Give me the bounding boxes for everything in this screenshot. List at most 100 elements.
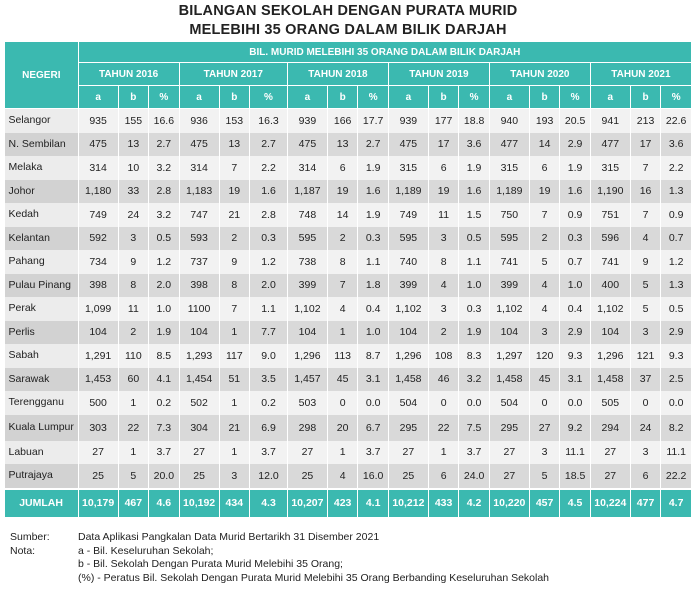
value-cell: 936 — [179, 108, 220, 133]
value-cell: 398 — [179, 273, 220, 297]
value-cell: 1,183 — [179, 179, 220, 203]
negeri-cell: Perlis — [4, 320, 79, 344]
value-cell: 3.2 — [148, 203, 180, 227]
total-value-cell: 4.5 — [559, 487, 591, 517]
value-cell: 3.6 — [458, 132, 490, 156]
value-cell: 21 — [219, 414, 251, 441]
nota-line: a - Bil. Keseluruhan Sekolah; — [78, 544, 214, 557]
value-cell: 108 — [428, 344, 460, 368]
negeri-cell: Kelantan — [4, 226, 79, 250]
total-value-cell: 477 — [630, 487, 662, 517]
value-cell: 3.1 — [357, 367, 389, 391]
value-cell: 7 — [219, 156, 251, 180]
value-cell: 1,453 — [78, 367, 119, 391]
value-cell: 5 — [529, 464, 561, 489]
total-row: JUMLAH 10,179 467 4.6 10,192 434 4.3 10,207 423 4… — [4, 487, 692, 517]
value-cell: 2 — [219, 226, 251, 250]
table-row: Kedah 749 24 3.2 747 21 2.8 748 14 1.9 749 11 1.5 750… — [4, 203, 692, 227]
value-cell: 19 — [428, 179, 460, 203]
value-cell: 2.7 — [357, 132, 389, 156]
value-cell: 593 — [179, 226, 220, 250]
value-cell: 1.6 — [458, 179, 490, 203]
value-cell: 1.0 — [559, 273, 591, 297]
value-cell: 19 — [327, 179, 359, 203]
value-cell: 9 — [118, 250, 150, 274]
value-cell: 4 — [529, 273, 561, 297]
value-cell: 27 — [489, 440, 530, 464]
header-sub-a: a — [488, 85, 530, 109]
value-cell: 17 — [630, 132, 662, 156]
value-cell: 1,458 — [489, 367, 530, 391]
value-cell: 3.7 — [148, 440, 180, 464]
value-cell: 0.3 — [559, 226, 591, 250]
value-cell: 1.9 — [559, 156, 591, 180]
value-cell: 1 — [219, 320, 251, 344]
value-cell: 3.7 — [249, 440, 288, 464]
value-cell: 17.7 — [357, 108, 389, 133]
value-cell: 20 — [327, 414, 359, 441]
value-cell: 475 — [179, 132, 220, 156]
value-cell: 0.0 — [458, 391, 490, 415]
table-row: Sarawak 1,453 60 4.1 1,454 51 3.5 1,457 45 3.1 1,4… — [4, 367, 692, 391]
value-cell: 595 — [287, 226, 328, 250]
value-cell: 27 — [179, 440, 220, 464]
notes-section: Sumber: Data Aplikasi Pangkalan Data Muri… — [10, 531, 549, 585]
total-value-cell: 4.6 — [148, 487, 180, 517]
value-cell: 8 — [327, 250, 359, 274]
value-cell: 504 — [388, 391, 429, 415]
value-cell: 13 — [118, 132, 150, 156]
value-cell: 295 — [489, 414, 530, 441]
value-cell: 1,180 — [78, 179, 119, 203]
negeri-cell: Selangor — [4, 108, 79, 133]
value-cell: 399 — [489, 273, 530, 297]
value-cell: 27 — [590, 440, 631, 464]
total-value-cell: 10,192 — [179, 487, 220, 517]
nota-label: Nota: — [10, 544, 36, 557]
value-cell: 9 — [219, 250, 251, 274]
value-cell: 314 — [179, 156, 220, 180]
value-cell: 8 — [219, 273, 251, 297]
header-sub-percent: % — [357, 85, 389, 109]
header-group: BIL. MURID MELEBIHI 35 ORANG DALAM BILIK… — [77, 41, 693, 63]
value-cell: 2.5 — [660, 367, 692, 391]
value-cell: 940 — [489, 108, 530, 133]
value-cell: 9 — [630, 250, 662, 274]
value-cell: 27 — [388, 440, 429, 464]
value-cell: 4 — [529, 297, 561, 321]
header-sub-a: a — [77, 85, 119, 109]
table-title-line-2: MELEBIHI 35 ORANG DALAM BILIK DARJAH — [189, 22, 507, 38]
value-cell: 315 — [590, 156, 631, 180]
negeri-cell: Kedah — [4, 203, 79, 227]
value-cell: 1,102 — [287, 297, 328, 321]
value-cell: 19 — [529, 179, 561, 203]
value-cell: 213 — [630, 108, 662, 133]
value-cell: 22 — [428, 414, 460, 441]
value-cell: 475 — [287, 132, 328, 156]
value-cell: 294 — [590, 414, 631, 441]
table-row: Labuan 27 1 3.7 27 1 3.7 27 1 3.7 27 1 3.7 27 3 11.1 27 3… — [4, 440, 692, 464]
value-cell: 0.9 — [559, 203, 591, 227]
value-cell: 400 — [590, 273, 631, 297]
value-cell: 0.3 — [458, 297, 490, 321]
value-cell: 11 — [428, 203, 460, 227]
value-cell: 314 — [78, 156, 119, 180]
value-cell: 4 — [327, 297, 359, 321]
value-cell: 20.0 — [148, 464, 180, 489]
value-cell: 3 — [118, 226, 150, 250]
value-cell: 2.8 — [249, 203, 288, 227]
value-cell: 0 — [529, 391, 561, 415]
value-cell: 37 — [630, 367, 662, 391]
value-cell: 121 — [630, 344, 662, 368]
value-cell: 11 — [118, 297, 150, 321]
header-sub-b: b — [427, 85, 460, 109]
value-cell: 0.3 — [357, 226, 389, 250]
value-cell: 7.5 — [458, 414, 490, 441]
table-row: Perak 1,099 11 1.0 1100 7 1.1 1,102 4 0.4 1,102 3 0.… — [4, 297, 692, 321]
value-cell: 9.2 — [559, 414, 591, 441]
value-cell: 502 — [179, 391, 220, 415]
negeri-cell: Pahang — [4, 250, 79, 274]
value-cell: 19 — [219, 179, 251, 203]
value-cell: 7.3 — [148, 414, 180, 441]
negeri-cell: Labuan — [4, 440, 79, 464]
value-cell: 25 — [388, 464, 429, 489]
